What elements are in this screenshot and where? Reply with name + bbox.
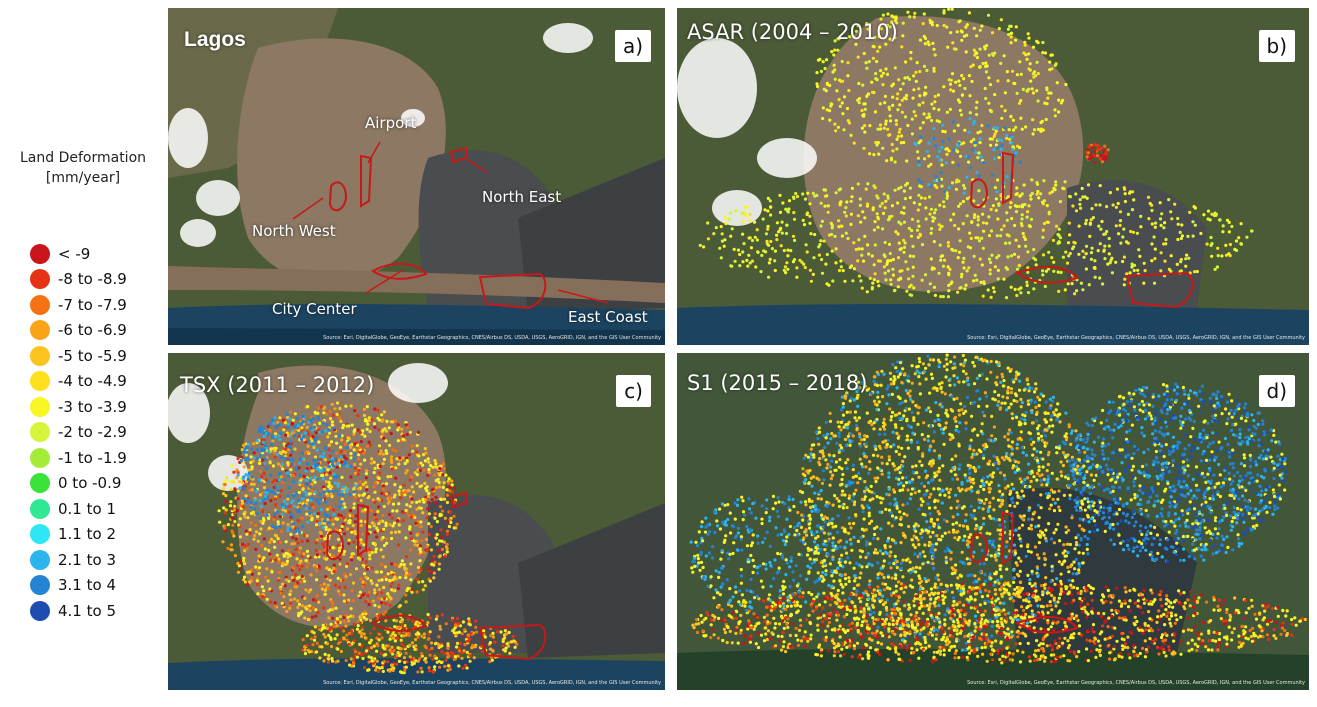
legend-label: 2.1 to 3 <box>58 550 116 569</box>
legend-swatch <box>30 473 50 494</box>
legend-label: 0.1 to 1 <box>58 499 116 518</box>
map-panel-a: Lagos a) Airport North West North East C… <box>168 8 665 345</box>
legend-label: -5 to -5.9 <box>58 346 127 365</box>
legend-label: 0 to -0.9 <box>58 474 122 493</box>
legend-label: -6 to -6.9 <box>58 321 127 340</box>
legend-label: -1 to -1.9 <box>58 448 127 467</box>
legend-swatch <box>30 396 50 417</box>
deformation-legend: Land Deformation [mm/year] < -9 -8 to -8.… <box>0 0 165 707</box>
legend-item: -2 to -2.9 <box>30 420 127 446</box>
legend-swatch <box>30 600 50 621</box>
panel-letter-a: a) <box>614 30 651 62</box>
map-attribution-d: Source: Esri, DigitalGlobe, GeoEye, Eart… <box>967 680 1305 686</box>
legend-swatch <box>30 524 50 545</box>
legend-item: 3.1 to 4 <box>30 573 127 599</box>
legend-swatch <box>30 345 50 366</box>
legend-item: -5 to -5.9 <box>30 343 127 369</box>
panel-title-c: TSX (2011 – 2012) <box>180 373 375 397</box>
deformation-points-b <box>698 8 1254 300</box>
legend-swatch <box>30 447 50 468</box>
legend-item: 4.1 to 5 <box>30 598 127 624</box>
legend-item: -6 to -6.9 <box>30 318 127 344</box>
map-panel-d-imagery <box>677 353 1309 690</box>
panel-letter-c: c) <box>616 375 651 407</box>
annotation-airport: Airport <box>365 114 417 132</box>
panel-letter-d: d) <box>1258 375 1295 407</box>
legend-title-line1: Land Deformation <box>19 150 147 166</box>
map-panel-c-imagery <box>168 353 665 690</box>
annotation-north-east: North East <box>482 188 562 206</box>
legend-label: -4 to -4.9 <box>58 372 127 391</box>
legend-swatch <box>30 575 50 596</box>
legend-label: -8 to -8.9 <box>58 270 127 289</box>
map-attribution-b: Source: Esri, DigitalGlobe, GeoEye, Eart… <box>967 335 1305 341</box>
legend-title: Land Deformation [mm/year] <box>8 148 158 188</box>
map-panel-d: S1 (2015 – 2018) d) Source: Esri, Digita… <box>677 353 1309 690</box>
legend-swatch <box>30 294 50 315</box>
legend-item: < -9 <box>30 241 127 267</box>
legend-item: -4 to -4.9 <box>30 369 127 395</box>
legend-title-unit: [mm/year] <box>45 170 121 186</box>
legend-item: -7 to -7.9 <box>30 292 127 318</box>
deformation-points-d <box>689 353 1307 665</box>
legend-swatch <box>30 243 50 264</box>
legend-label: -7 to -7.9 <box>58 295 127 314</box>
panel-title-b: ASAR (2004 – 2010) <box>687 20 898 44</box>
panel-letter-b: b) <box>1258 30 1295 62</box>
map-panel-a-imagery <box>168 8 665 345</box>
legend-item: -3 to -3.9 <box>30 394 127 420</box>
legend-items: < -9 -8 to -8.9 -7 to -7.9 -6 to -6.9 -5 to … <box>30 241 127 624</box>
legend-swatch <box>30 549 50 570</box>
map-attribution-c: Source: Esri, DigitalGlobe, GeoEye, Eart… <box>323 680 661 686</box>
legend-swatch <box>30 422 50 443</box>
legend-item: -8 to -8.9 <box>30 267 127 293</box>
legend-label: 3.1 to 4 <box>58 576 116 595</box>
legend-label: -2 to -2.9 <box>58 423 127 442</box>
legend-item: -1 to -1.9 <box>30 445 127 471</box>
deformation-points-c <box>217 401 519 675</box>
legend-item: 2.1 to 3 <box>30 547 127 573</box>
map-attribution-a: Source: Esri, DigitalGlobe, GeoEye, Eart… <box>323 335 661 341</box>
legend-label: < -9 <box>58 244 91 263</box>
legend-item: 1.1 to 2 <box>30 522 127 548</box>
legend-swatch <box>30 320 50 341</box>
map-panel-b: ASAR (2004 – 2010) b) Source: Esri, Digi… <box>677 8 1309 345</box>
legend-swatch <box>30 498 50 519</box>
legend-item: 0.1 to 1 <box>30 496 127 522</box>
map-panel-c: TSX (2011 – 2012) c) Source: Esri, Digit… <box>168 353 665 690</box>
legend-label: 1.1 to 2 <box>58 525 116 544</box>
annotation-city-center: City Center <box>272 300 357 318</box>
panel-title-a: Lagos <box>184 28 246 51</box>
annotation-east-coast: East Coast <box>568 308 648 326</box>
panel-title-d: S1 (2015 – 2018) <box>687 371 868 395</box>
legend-label: -3 to -3.9 <box>58 397 127 416</box>
legend-swatch <box>30 269 50 290</box>
legend-item: 0 to -0.9 <box>30 471 127 497</box>
map-panel-b-imagery <box>677 8 1309 345</box>
legend-label: 4.1 to 5 <box>58 601 116 620</box>
annotation-north-west: North West <box>252 222 336 240</box>
legend-swatch <box>30 371 50 392</box>
